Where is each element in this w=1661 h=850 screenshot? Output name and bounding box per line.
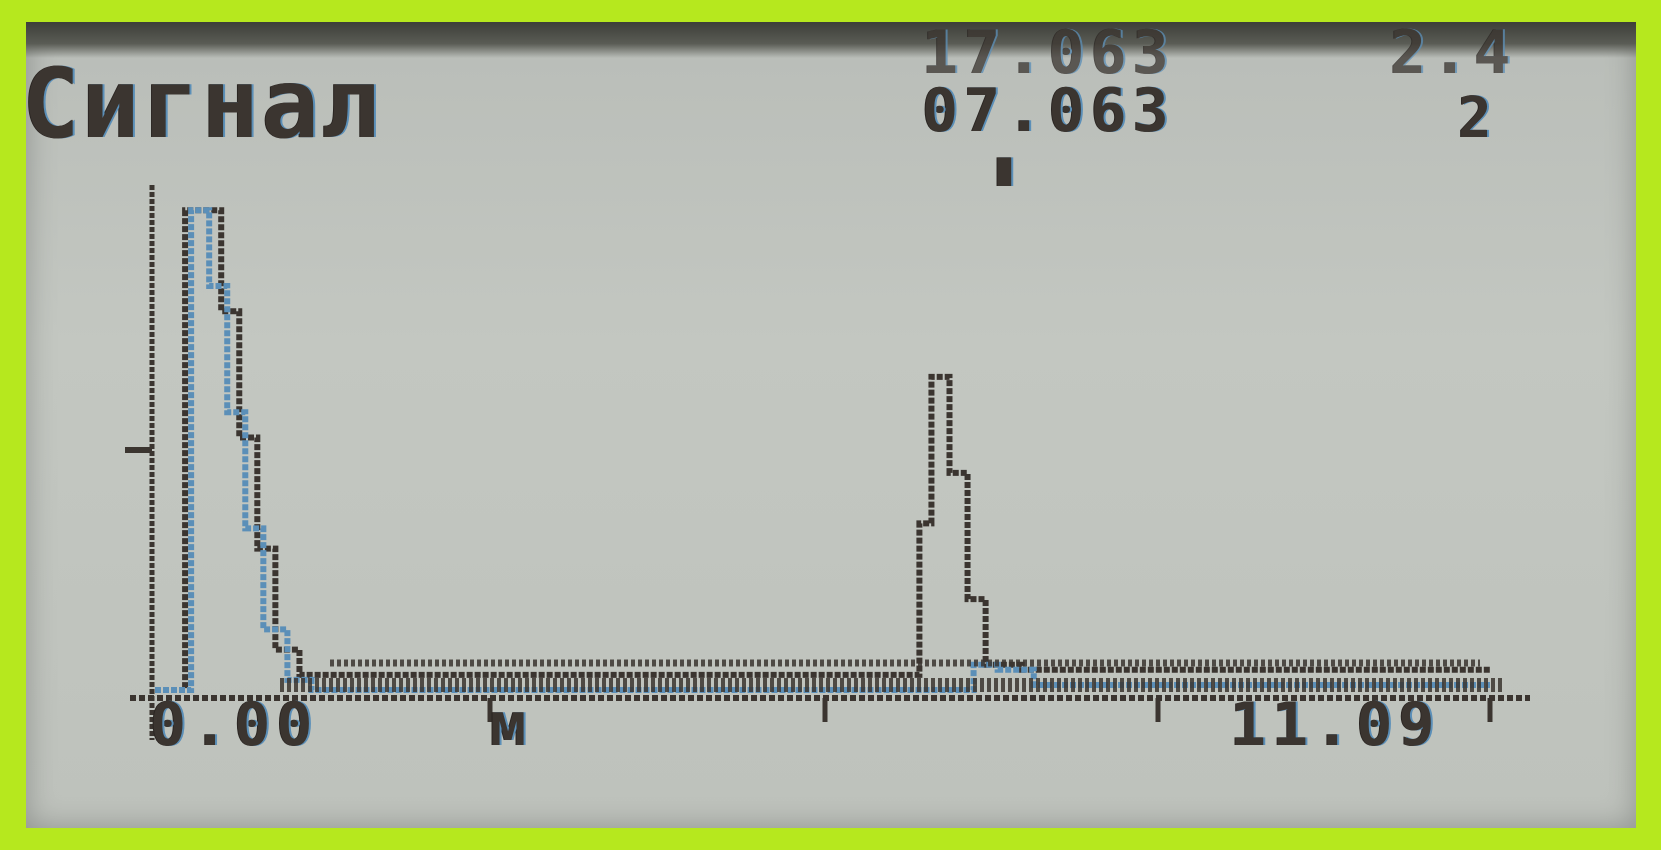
signal-trace-1 (155, 207, 1490, 693)
readout-main: 07.063 (922, 76, 1175, 146)
screen-title: Сигнал (22, 48, 381, 160)
signal-trace-2 (155, 207, 1490, 693)
right-indicator-bottom: 2 (1458, 86, 1498, 151)
readout-top: 17.063 (922, 18, 1175, 88)
x-axis-min-label: 0.00 (150, 690, 319, 760)
lcd-top-shadow (26, 22, 1636, 58)
cursor-marker: ▮ (990, 140, 1019, 196)
x-axis-max-label: 11.09 (1230, 690, 1441, 760)
lcd-screen (26, 22, 1636, 828)
right-indicator-top: 2.4 (1390, 18, 1517, 88)
x-axis-unit-label: м (490, 690, 533, 760)
